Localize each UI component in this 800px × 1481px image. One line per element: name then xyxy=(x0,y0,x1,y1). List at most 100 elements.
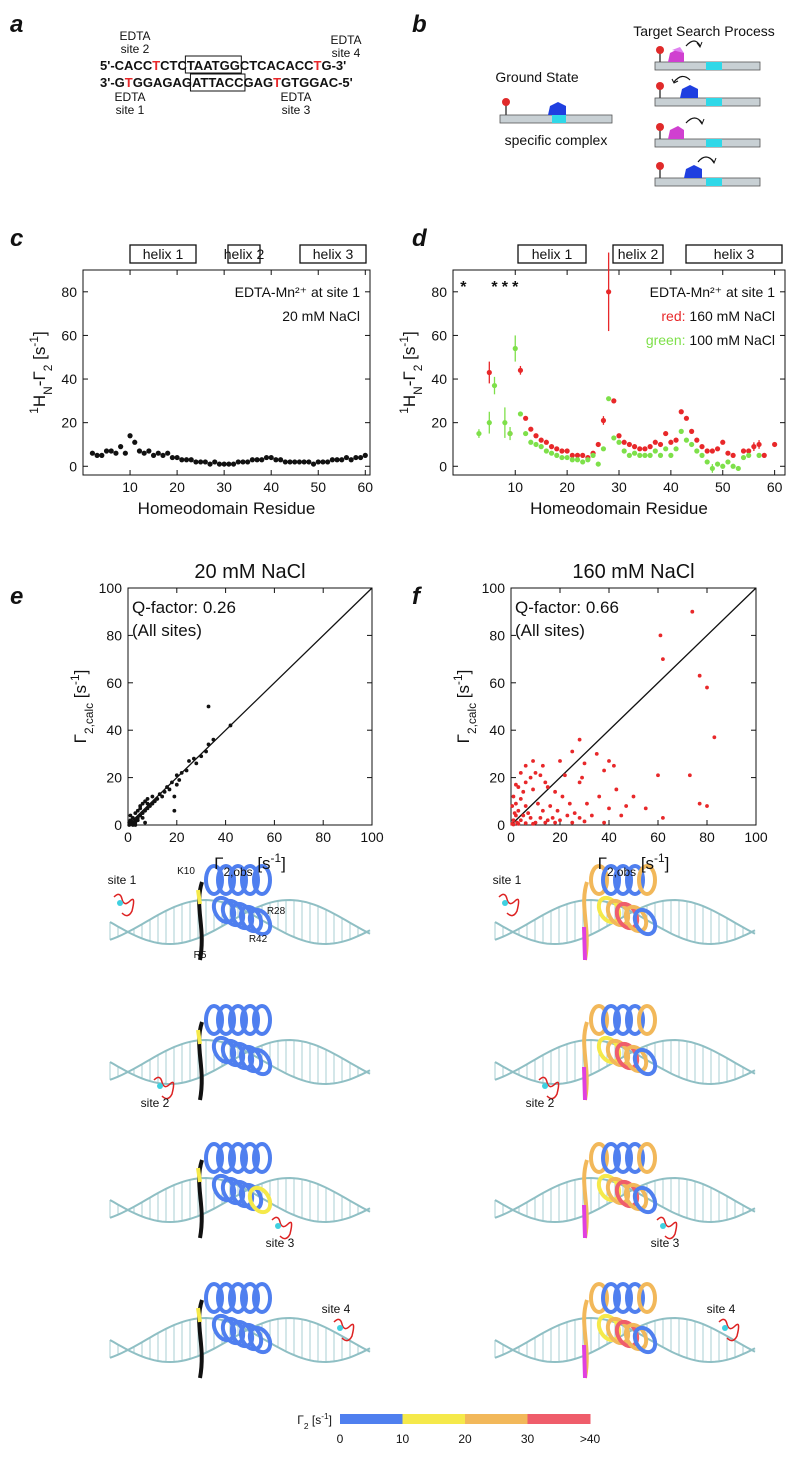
data-point xyxy=(531,759,535,763)
data-point xyxy=(216,461,223,467)
protein-helix xyxy=(216,1282,236,1314)
plot-frame xyxy=(82,269,371,476)
data-point xyxy=(89,450,96,456)
data-point xyxy=(165,450,171,456)
data-point xyxy=(174,773,179,778)
protein-helix xyxy=(589,1282,609,1314)
colorbar-tick-label: 30 xyxy=(521,1432,535,1446)
label-part: -1 xyxy=(68,674,82,685)
protein-helix xyxy=(204,1004,224,1036)
y-tick-label: 0 xyxy=(69,458,77,474)
protein-helix xyxy=(247,907,273,937)
y-tick-label: 80 xyxy=(106,627,122,643)
data-point xyxy=(606,396,612,402)
data-point xyxy=(533,441,539,448)
site-label: site 4 xyxy=(332,46,361,60)
helix-label: helix 1 xyxy=(532,246,573,262)
data-point xyxy=(516,821,521,826)
protein-helix xyxy=(228,1282,248,1314)
data-point xyxy=(538,815,543,820)
data-point xyxy=(511,818,516,823)
data-point xyxy=(559,448,565,454)
data-point xyxy=(152,799,157,804)
data-point xyxy=(585,457,591,463)
data-point xyxy=(108,448,114,454)
protein-helix xyxy=(601,864,621,896)
data-point xyxy=(637,452,643,458)
x-tick-label: 20 xyxy=(169,479,185,495)
data-point xyxy=(160,794,165,799)
data-point xyxy=(663,430,669,437)
data-point xyxy=(689,428,695,434)
data-point xyxy=(132,439,138,445)
data-point xyxy=(761,452,767,458)
ground-state-diagram: Ground State specific complex xyxy=(495,69,613,148)
data-point xyxy=(145,801,150,806)
annotation: Q-factor: 0.66 xyxy=(515,598,619,617)
data-point xyxy=(155,797,160,801)
data-point xyxy=(694,437,700,443)
helix-box: helix 2 xyxy=(612,244,664,264)
protein-helix xyxy=(204,1142,224,1174)
protein-helix xyxy=(247,1325,273,1355)
data-point xyxy=(656,773,660,778)
edta-site xyxy=(113,893,135,917)
offscale-marker: * xyxy=(491,279,498,296)
y-tick-label: 0 xyxy=(439,458,447,474)
data-point xyxy=(523,821,528,826)
x-tick-label: 80 xyxy=(699,829,715,845)
x-tick-label: 80 xyxy=(315,829,331,845)
sequence-segment: T xyxy=(314,58,322,73)
data-point xyxy=(315,459,321,465)
x-tick-label: 60 xyxy=(358,479,374,495)
protein-tail xyxy=(196,1167,202,1183)
protein-helix xyxy=(613,1282,633,1314)
label-part: N xyxy=(411,386,425,395)
data-point xyxy=(567,801,572,806)
x-tick-label: 60 xyxy=(650,829,666,845)
colorbar-tick-label: 0 xyxy=(337,1432,344,1446)
data-point xyxy=(191,756,196,761)
data-point xyxy=(709,448,715,454)
protein-helix xyxy=(637,1282,657,1314)
legend-name: 160 mM NaCl xyxy=(689,308,775,324)
data-point xyxy=(357,454,364,461)
data-point xyxy=(689,441,695,448)
y-tick-label: 0 xyxy=(497,817,505,833)
data-point xyxy=(135,818,140,823)
data-point xyxy=(140,801,145,806)
label-part: 2,calc xyxy=(465,703,479,734)
data-point xyxy=(188,457,194,463)
data-point xyxy=(128,818,133,823)
label-part: Γ xyxy=(598,854,607,873)
y-tick-label: 40 xyxy=(431,371,447,387)
protein-helix xyxy=(625,1142,645,1174)
data-point xyxy=(169,454,175,461)
protein-helix xyxy=(240,864,260,896)
data-point xyxy=(642,446,648,452)
y-tick-label: 0 xyxy=(114,817,122,833)
data-point xyxy=(756,441,762,448)
data-point xyxy=(157,792,162,797)
data-point xyxy=(543,820,548,825)
protein-helix xyxy=(252,1004,272,1036)
data-point xyxy=(725,459,731,465)
bottom-strand: 3'-GTGGAGAGATTACCGAGTGTGGAC-5' xyxy=(100,75,353,90)
label-part: Homeodomain Residue xyxy=(138,499,316,518)
data-point xyxy=(616,439,622,445)
edta-site xyxy=(153,1076,175,1100)
x-tick-label: 20 xyxy=(552,829,568,845)
protein-tail xyxy=(197,1159,204,1239)
protein-helix xyxy=(637,1142,657,1174)
data-point xyxy=(687,773,692,778)
site-label: site 2 xyxy=(141,1096,170,1110)
data-point xyxy=(179,457,185,463)
data-point xyxy=(329,457,335,463)
annotation: (All sites) xyxy=(132,621,202,640)
data-point xyxy=(690,609,695,614)
data-point xyxy=(699,444,705,450)
y-axis-label: 1HN-Γ2 [s-1] xyxy=(27,331,55,413)
data-point xyxy=(647,444,653,450)
data-point xyxy=(198,459,204,465)
data-point xyxy=(730,463,736,469)
